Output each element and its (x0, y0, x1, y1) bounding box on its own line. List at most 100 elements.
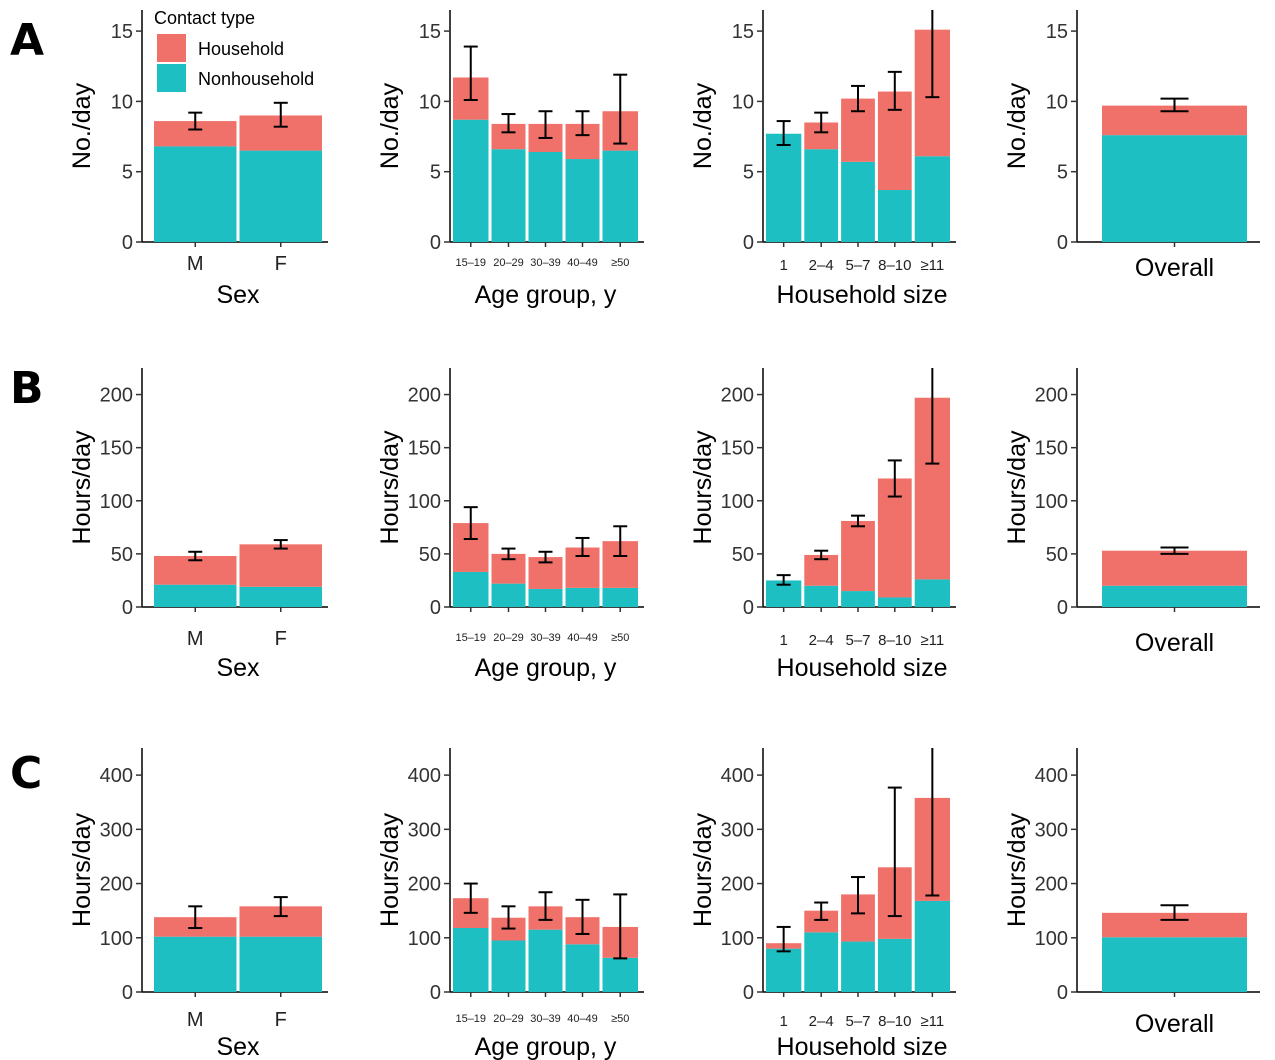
x-tick-label: 30–39 (530, 257, 561, 269)
y-tick-label: 200 (721, 874, 754, 896)
bar-nonhousehold (491, 583, 526, 607)
x-axis-title: Sex (216, 281, 260, 309)
panel-a-4: 0 5 10 15 No./day Overall (1003, 10, 1260, 282)
panel-c-3: 0 100 200 300 400 Hours/day 1 2–4 5–7 8–10 ≥11 Hous… (689, 748, 956, 1060)
y-axis-title: Hours/day (68, 813, 96, 927)
bar-nonhousehold (804, 932, 839, 992)
y-tick-label: 300 (408, 819, 441, 841)
x-axis-title: Sex (216, 1033, 260, 1060)
y-tick-label: 0 (743, 982, 754, 1004)
bar-nonhousehold (877, 938, 912, 992)
x-tick-label: 2–4 (809, 257, 834, 274)
x-tick-label: ≥50 (611, 257, 629, 269)
x-axis-title: Age group, y (475, 654, 617, 682)
y-tick-label: 5 (743, 162, 754, 184)
bar-nonhousehold (565, 587, 600, 607)
y-tick-label: 10 (732, 91, 754, 113)
y-tick-label: 0 (430, 982, 441, 1004)
legend: Contact type Household Nonhousehold (154, 8, 314, 92)
y-tick-label: 150 (408, 438, 441, 460)
bar-nonhousehold (565, 159, 600, 242)
bar-nonhousehold (841, 591, 875, 607)
x-tick-label: 1 (779, 1013, 787, 1030)
bar-nonhousehold (804, 149, 839, 242)
x-tick-label: Overall (1135, 254, 1214, 282)
y-tick-label: 100 (408, 491, 441, 513)
x-tick-label: 1 (779, 257, 787, 274)
y-axis-title: Hours/day (1003, 430, 1031, 544)
legend-title: Contact type (154, 8, 255, 28)
x-tick-label: F (275, 253, 287, 275)
panel-label-b: B (10, 363, 44, 414)
x-tick-label: 20–29 (493, 257, 524, 269)
y-axis-title: Hours/day (689, 430, 717, 544)
bar-nonhousehold (239, 936, 322, 992)
y-axis-title: Hours/day (1003, 813, 1031, 927)
y-tick-label: 400 (100, 765, 133, 787)
y-tick-label: 150 (721, 438, 754, 460)
bar-household (1102, 550, 1247, 586)
x-tick-label: 2–4 (809, 1013, 834, 1030)
y-axis-title: Hours/day (376, 813, 404, 927)
y-tick-label: 50 (419, 544, 441, 566)
bar-nonhousehold (154, 584, 237, 607)
y-axis-title: No./day (1003, 82, 1031, 169)
x-tick-label: 8–10 (878, 632, 911, 649)
x-tick-label: 15–19 (455, 1013, 486, 1025)
y-tick-label: 100 (408, 928, 441, 950)
x-tick-label: M (187, 253, 204, 275)
y-tick-label: 200 (100, 874, 133, 896)
bar-household (804, 910, 839, 933)
panel-a-1: 0 5 10 15 No./day M F Sex (68, 10, 328, 309)
y-tick-label: 200 (1035, 874, 1068, 896)
bar-nonhousehold (877, 189, 912, 242)
bar-nonhousehold (528, 588, 563, 607)
panel-b-1: 0 50 100 150 200 Hours/day M F Sex (68, 368, 328, 682)
bar-nonhousehold (453, 928, 489, 992)
x-tick-label: 2–4 (809, 632, 834, 649)
x-tick-label: F (275, 1009, 287, 1031)
bar-nonhousehold (841, 941, 875, 992)
bar-nonhousehold (766, 948, 802, 992)
y-tick-label: 100 (100, 928, 133, 950)
bar-nonhousehold (914, 579, 950, 607)
y-tick-label: 10 (419, 91, 441, 113)
y-tick-label: 300 (100, 819, 133, 841)
y-tick-label: 0 (430, 232, 441, 254)
y-tick-label: 200 (1035, 385, 1068, 407)
bar-nonhousehold (453, 119, 489, 242)
y-tick-label: 50 (732, 544, 754, 566)
panel-label-a: A (10, 15, 44, 66)
x-tick-label: M (187, 1009, 204, 1031)
y-tick-label: 0 (1057, 982, 1068, 1004)
x-tick-label: ≥50 (611, 632, 629, 644)
bar-nonhousehold (491, 149, 526, 242)
x-tick-label: ≥11 (920, 632, 944, 649)
bar-nonhousehold (1102, 135, 1247, 242)
y-tick-label: 0 (743, 597, 754, 619)
y-tick-label: 50 (111, 544, 133, 566)
legend-swatch-household (157, 34, 186, 62)
x-tick-label: 5–7 (845, 632, 870, 649)
bar-nonhousehold (528, 929, 563, 992)
y-axis-title: No./day (689, 82, 717, 169)
y-tick-label: 400 (408, 765, 441, 787)
y-tick-label: 200 (408, 874, 441, 896)
x-axis-title: Sex (216, 654, 260, 682)
bar-nonhousehold (239, 150, 322, 242)
x-tick-label: ≥11 (920, 257, 944, 274)
y-tick-label: 300 (1035, 819, 1068, 841)
y-tick-label: 15 (419, 21, 441, 43)
y-tick-label: 0 (122, 597, 133, 619)
bar-nonhousehold (804, 585, 839, 607)
y-tick-label: 0 (122, 982, 133, 1004)
panel-c-1: 0 100 200 300 400 Hours/day M F Sex (68, 748, 328, 1060)
x-tick-label: 5–7 (845, 1013, 870, 1030)
panel-b-2: 0 50 100 150 200 Hours/day 15–19 20–29 30–39 40–4… (376, 368, 644, 682)
bar-nonhousehold (1102, 585, 1247, 607)
y-tick-label: 400 (721, 765, 754, 787)
bar-household (877, 478, 912, 598)
panel-c-2: 0 100 200 300 400 Hours/day 15–19 20–29 30–39 40–… (376, 748, 644, 1060)
y-tick-label: 100 (721, 928, 754, 950)
